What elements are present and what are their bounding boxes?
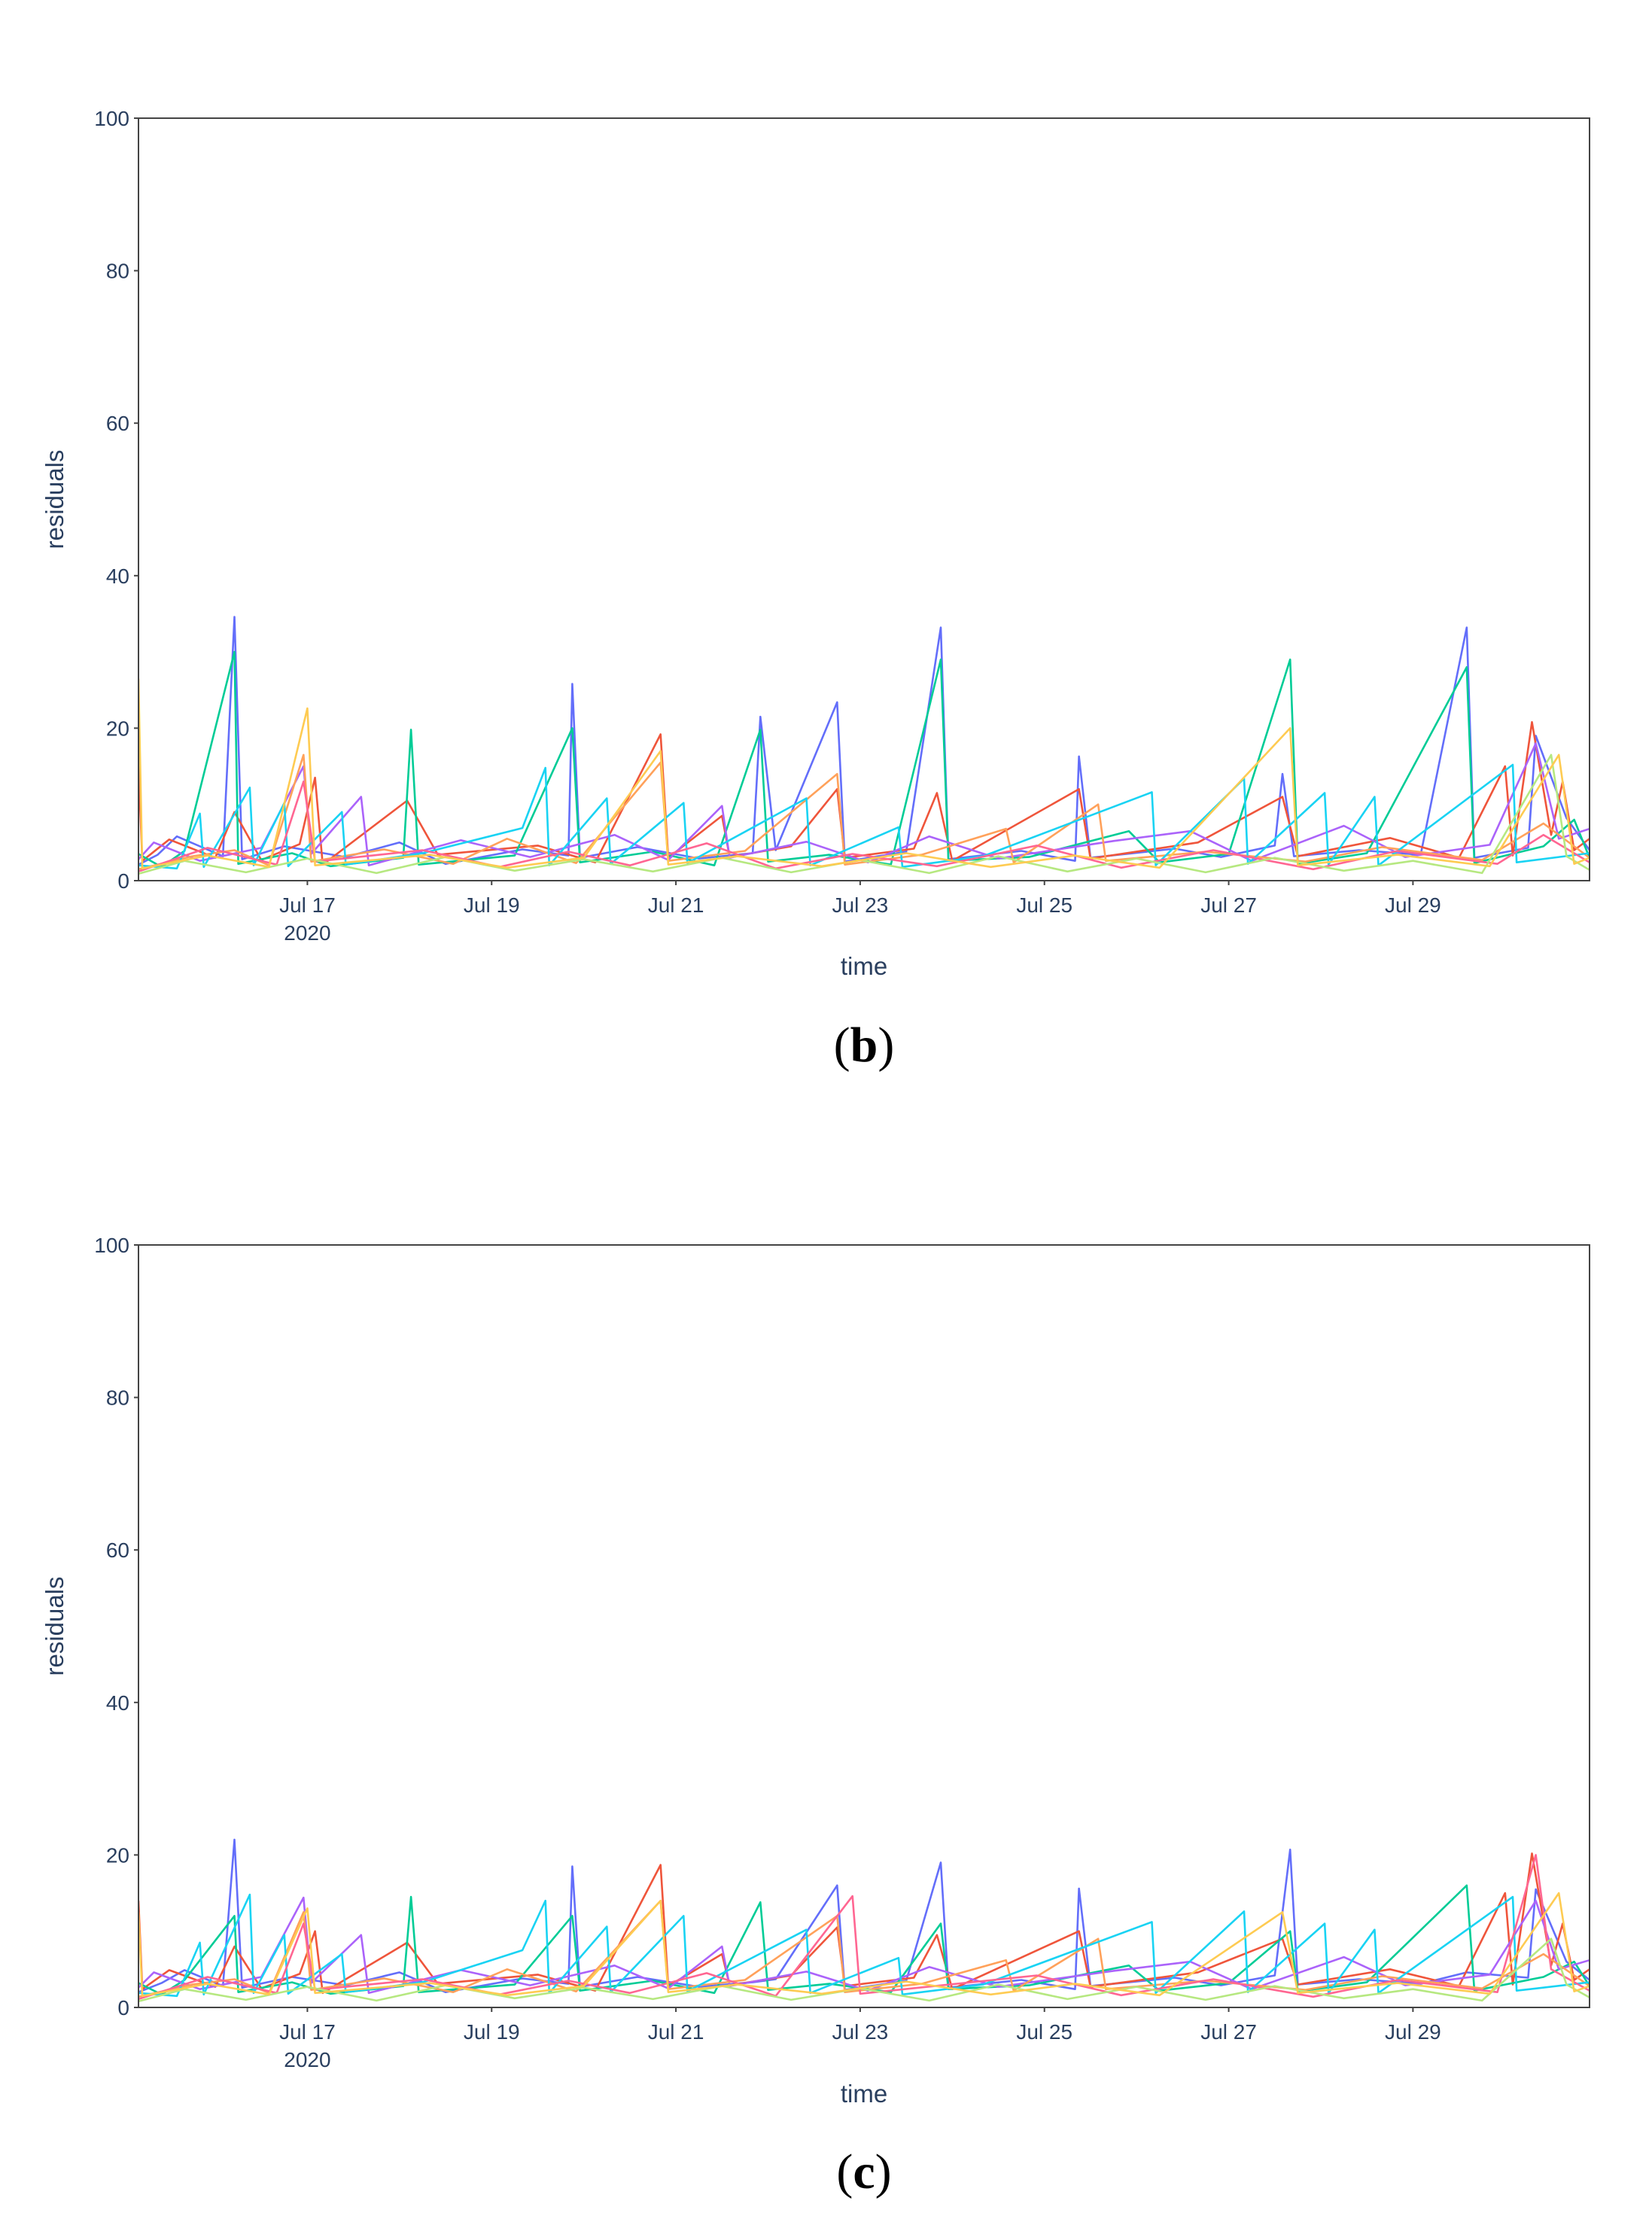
panel-label: (c) — [836, 2144, 891, 2199]
x-tick-label: Jul 19 — [464, 893, 520, 917]
panel-label-letter: b — [850, 1018, 878, 1073]
series-line-5 — [138, 763, 1590, 870]
x-axis-title: time — [841, 2080, 887, 2108]
y-axis-title: residuals — [41, 1576, 68, 1676]
panel-label-open-paren: ( — [836, 2144, 853, 2199]
series-line-2 — [138, 1884, 1590, 1996]
y-tick-label: 100 — [94, 107, 129, 130]
series-line-7 — [138, 1937, 1590, 2003]
plot-frame — [138, 117, 1590, 881]
panel-label: (b) — [834, 1018, 895, 1073]
x-tick-label: Jul 19 — [464, 2020, 520, 2044]
x-tick-label: Jul 23 — [832, 2020, 889, 2044]
x-tick-label: Jul 29 — [1385, 2020, 1441, 2044]
x-tick-sublabel: 2020 — [284, 2048, 330, 2071]
x-tick-label: Jul 27 — [1200, 893, 1257, 917]
panel-label-letter: c — [853, 2144, 875, 2199]
panel-label-close-paren: ) — [875, 2144, 892, 2199]
x-tick-label: Jul 27 — [1200, 2020, 1257, 2044]
series-line-1 — [138, 721, 1590, 866]
y-tick-label: 20 — [106, 717, 129, 740]
y-tick-label: 0 — [117, 1996, 129, 2019]
x-tick-label: Jul 17 — [279, 893, 336, 917]
y-tick-label: 0 — [117, 869, 129, 893]
y-tick-label: 40 — [106, 1691, 129, 1715]
x-tick-label: Jul 29 — [1385, 893, 1441, 917]
x-tick-label: Jul 25 — [1016, 2020, 1072, 2044]
series-line-5 — [138, 1893, 1590, 1998]
series-line-7 — [138, 753, 1590, 875]
x-tick-sublabel: 2020 — [284, 921, 330, 945]
y-tick-label: 80 — [106, 260, 129, 283]
x-tick-label: Jul 17 — [279, 2020, 336, 2044]
x-tick-label: Jul 25 — [1016, 893, 1072, 917]
series-group — [138, 1838, 1590, 2003]
series-line-8 — [138, 1892, 1590, 1998]
x-tick-label: Jul 21 — [648, 893, 704, 917]
x-tick-label: Jul 23 — [832, 893, 889, 917]
y-tick-label: 60 — [106, 1539, 129, 1562]
plot-frame — [138, 1244, 1590, 2008]
x-tick-label: Jul 21 — [648, 2020, 704, 2044]
y-axis-title: residuals — [41, 449, 68, 549]
y-tick-label: 80 — [106, 1386, 129, 1410]
chart-panel-b: 0 20 40 60 80 100 Jul 17 2020 Jul 19 Jul 21 Jul 23… — [41, 107, 1590, 1073]
y-tick-label: 60 — [106, 412, 129, 435]
panel-label-open-paren: ( — [834, 1018, 850, 1073]
series-line-8 — [138, 678, 1590, 870]
panel-label-close-paren: ) — [878, 1018, 894, 1073]
chart-panel-c: 0 20 40 60 80 100 Jul 17 2020 Jul 19 Jul 21 Jul 23… — [41, 1234, 1590, 2199]
series-line-1 — [138, 1852, 1590, 1995]
series-group — [138, 616, 1590, 875]
y-tick-label: 100 — [94, 1234, 129, 1257]
series-line-2 — [138, 650, 1590, 869]
y-tick-label: 20 — [106, 1843, 129, 1867]
series-line-6 — [138, 1854, 1590, 2001]
x-axis-title: time — [841, 952, 887, 980]
y-tick-label: 40 — [106, 565, 129, 588]
